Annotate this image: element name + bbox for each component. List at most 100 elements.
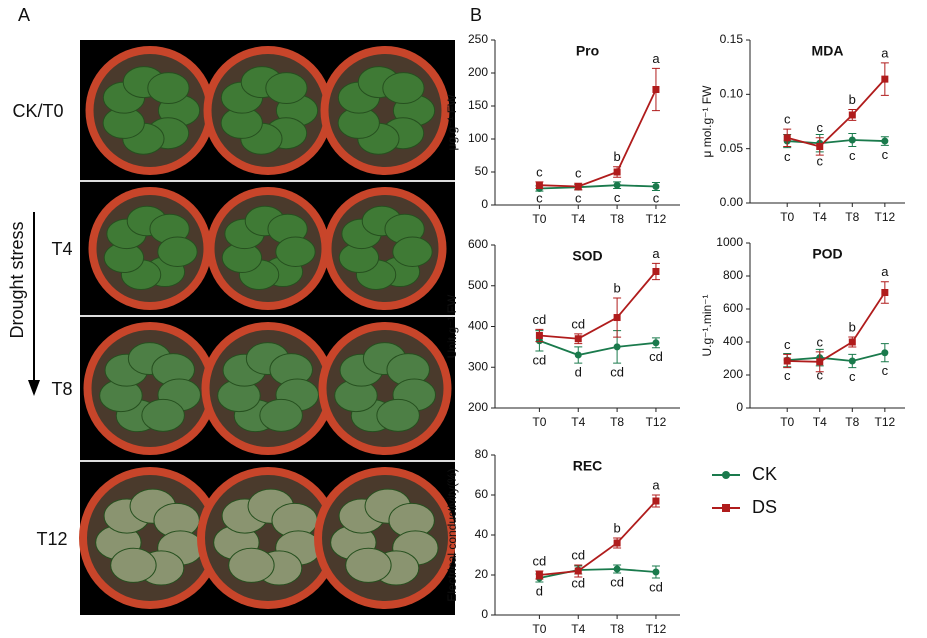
y-tick-label: 60 xyxy=(475,487,489,501)
point xyxy=(816,358,824,366)
x-tick-label: T4 xyxy=(571,622,585,636)
significance-letter: cd xyxy=(571,575,585,590)
significance-letter: b xyxy=(613,149,620,164)
point xyxy=(881,75,889,83)
legend-marker xyxy=(722,504,730,512)
leaf xyxy=(110,547,157,583)
x-tick-label: T4 xyxy=(813,415,827,429)
point xyxy=(848,338,856,346)
y-tick-label: 400 xyxy=(723,334,743,348)
y-axis-label: Electrical conductivity(%) xyxy=(445,468,459,601)
legend-label: CK xyxy=(752,464,777,484)
point xyxy=(652,183,660,191)
significance-letter: cd xyxy=(533,312,547,327)
y-axis-label: μg.g⁻¹ FW xyxy=(445,94,459,151)
significance-letter: d xyxy=(536,583,543,598)
x-tick-label: T12 xyxy=(646,212,667,226)
chart-title: SOD xyxy=(572,248,602,264)
significance-letter: c xyxy=(882,363,889,378)
y-tick-label: 0 xyxy=(736,400,743,414)
significance-letter: c xyxy=(784,368,791,383)
y-tick-label: 800 xyxy=(723,268,743,282)
legend-label: DS xyxy=(752,497,777,517)
significance-letter: c xyxy=(882,147,889,162)
x-tick-label: T8 xyxy=(610,415,624,429)
significance-letter: c xyxy=(536,164,543,179)
point xyxy=(816,142,824,150)
x-tick-label: T0 xyxy=(532,415,546,429)
point xyxy=(613,314,621,322)
leaf xyxy=(275,236,316,267)
series-line xyxy=(539,270,657,340)
leaf xyxy=(345,547,392,583)
significance-letter: c xyxy=(817,367,824,382)
significance-letter: cd xyxy=(533,553,547,568)
significance-letter: c xyxy=(784,112,791,127)
significance-letter: cd xyxy=(571,547,585,562)
chart-title: MDA xyxy=(812,43,844,59)
leaf xyxy=(157,236,198,267)
significance-letter: a xyxy=(652,246,660,261)
y-tick-label: 50 xyxy=(475,164,489,178)
series-line xyxy=(539,568,657,579)
significance-letter: c xyxy=(614,190,621,205)
point xyxy=(535,571,543,579)
y-tick-label: 100 xyxy=(468,131,488,145)
point xyxy=(652,339,660,347)
x-tick-label: T0 xyxy=(532,622,546,636)
point xyxy=(881,349,889,357)
significance-letter: b xyxy=(849,92,856,107)
y-tick-label: 250 xyxy=(468,32,488,46)
x-tick-label: T12 xyxy=(875,210,896,224)
panel-label: B xyxy=(470,5,482,25)
point xyxy=(574,335,582,343)
y-tick-label: 600 xyxy=(723,301,743,315)
significance-letter: a xyxy=(881,264,889,279)
leaf xyxy=(228,547,275,583)
point xyxy=(613,181,621,189)
y-tick-label: 500 xyxy=(468,278,488,292)
significance-letter: cd xyxy=(649,579,663,594)
row-label: T8 xyxy=(51,379,72,399)
y-tick-label: 0.00 xyxy=(720,195,744,209)
series-line xyxy=(787,292,886,363)
significance-letter: c xyxy=(653,190,660,205)
point xyxy=(881,289,889,296)
significance-letter: a xyxy=(881,45,889,60)
y-tick-label: 0.15 xyxy=(720,32,744,46)
x-tick-label: T12 xyxy=(646,415,667,429)
x-tick-label: T4 xyxy=(571,212,585,226)
x-tick-label: T12 xyxy=(875,415,896,429)
legend-marker xyxy=(722,471,730,479)
leaf xyxy=(259,398,303,432)
significance-letter: d xyxy=(575,365,582,380)
leaf xyxy=(392,236,433,267)
significance-letter: b xyxy=(613,280,620,295)
series-line xyxy=(786,78,886,148)
point xyxy=(574,567,582,575)
series-line xyxy=(539,339,657,356)
row-label: T4 xyxy=(51,239,72,259)
y-axis-label: Unit.g⁻¹ FW xyxy=(445,294,459,358)
significance-letter: b xyxy=(613,520,620,535)
point xyxy=(613,168,621,176)
y-tick-label: 200 xyxy=(468,400,488,414)
y-tick-label: 200 xyxy=(723,367,743,381)
point xyxy=(848,111,856,119)
leaf xyxy=(382,72,425,105)
x-tick-label: T8 xyxy=(610,212,624,226)
point xyxy=(881,137,889,145)
significance-letter: c xyxy=(849,148,856,163)
significance-letter: cd xyxy=(571,316,585,331)
x-tick-label: T8 xyxy=(845,415,859,429)
x-tick-label: T4 xyxy=(813,210,827,224)
significance-letter: c xyxy=(817,153,824,168)
significance-letter: cd xyxy=(610,365,624,380)
point xyxy=(613,565,621,573)
y-tick-label: 400 xyxy=(468,319,488,333)
y-tick-label: 200 xyxy=(468,65,488,79)
row-label: T12 xyxy=(36,529,67,549)
arrow xyxy=(28,212,40,396)
point xyxy=(652,267,660,275)
point xyxy=(652,497,660,505)
